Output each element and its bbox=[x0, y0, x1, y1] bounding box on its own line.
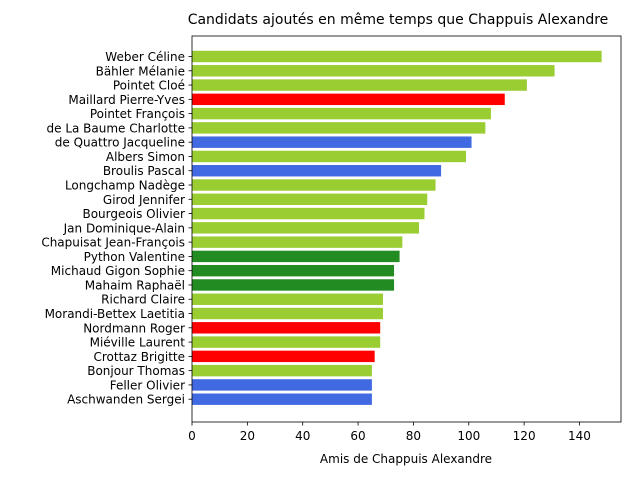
y-tick-label: Maillard Pierre-Yves bbox=[68, 93, 185, 107]
plot-frame bbox=[191, 35, 622, 423]
x-tick-label: 80 bbox=[406, 429, 421, 443]
y-tick-label: Miéville Laurent bbox=[90, 336, 186, 350]
bar bbox=[192, 165, 442, 177]
bar bbox=[192, 222, 419, 234]
bar bbox=[192, 279, 395, 291]
x-tick-label: 40 bbox=[295, 429, 310, 443]
bar bbox=[192, 350, 375, 363]
y-tick-label: Jan Dominique-Alain bbox=[63, 221, 185, 235]
bar bbox=[192, 179, 436, 191]
y-tick-label: Broulis Pascal bbox=[103, 164, 185, 178]
bar bbox=[192, 93, 505, 106]
y-tick-label: Pointet François bbox=[90, 107, 185, 121]
x-tick-label: 60 bbox=[350, 429, 365, 443]
bar bbox=[192, 136, 472, 148]
y-tick-label: Crottaz Brigitte bbox=[93, 350, 185, 364]
bar bbox=[192, 107, 491, 120]
bar bbox=[192, 50, 602, 63]
x-tick-label: 0 bbox=[188, 429, 196, 443]
y-tick-label: de Quattro Jacqueline bbox=[55, 136, 185, 150]
y-tick-label: de La Baume Charlotte bbox=[47, 121, 186, 135]
x-axis-label: Amis de Chappuis Alexandre bbox=[320, 452, 492, 466]
bar bbox=[192, 193, 428, 206]
bar bbox=[192, 207, 425, 220]
y-tick-label: Longchamp Nadège bbox=[65, 179, 185, 193]
bar bbox=[192, 307, 383, 320]
bar bbox=[192, 379, 372, 391]
bar bbox=[192, 65, 555, 77]
y-tick-label: Bonjour Thomas bbox=[87, 364, 185, 378]
y-tick-label: Michaud Gigon Sophie bbox=[51, 264, 185, 278]
bars-group bbox=[192, 50, 602, 405]
bar bbox=[192, 336, 381, 348]
y-tick-label: Bourgeois Olivier bbox=[82, 207, 185, 221]
y-tick-label: Pointet Cloé bbox=[113, 79, 185, 93]
bar bbox=[192, 79, 527, 91]
y-tick-label: Morandi-Bettex Laetitia bbox=[45, 307, 185, 321]
bar bbox=[192, 393, 372, 405]
y-tick-label: Aschwanden Sergei bbox=[67, 393, 185, 407]
y-tick-label: Weber Céline bbox=[105, 50, 185, 64]
x-tick-label: 100 bbox=[457, 429, 480, 443]
x-axis-ticks: 0 20 40 60 80 100 120 140 bbox=[188, 422, 591, 443]
y-tick-label: Albers Simon bbox=[106, 150, 185, 164]
y-tick-label: Bähler Mélanie bbox=[96, 64, 185, 78]
bar bbox=[192, 150, 467, 163]
y-tick-label: Chapuisat Jean-François bbox=[41, 236, 185, 250]
bar bbox=[192, 250, 400, 263]
x-tick-label: 120 bbox=[513, 429, 536, 443]
y-tick-label: Mahaim Raphaël bbox=[85, 278, 185, 292]
y-tick-label: Nordmann Roger bbox=[83, 321, 185, 335]
x-tick-label: 140 bbox=[568, 429, 591, 443]
bar bbox=[192, 364, 372, 377]
bar bbox=[192, 322, 381, 334]
bar bbox=[192, 236, 403, 248]
y-tick-label: Python Valentine bbox=[84, 250, 185, 264]
y-tick-label: Richard Claire bbox=[101, 293, 185, 307]
bar bbox=[192, 293, 383, 305]
bar bbox=[192, 122, 486, 134]
y-tick-label: Feller Olivier bbox=[110, 378, 185, 392]
y-tick-label: Girod Jennifer bbox=[103, 193, 185, 207]
x-tick-label: 20 bbox=[240, 429, 255, 443]
bar bbox=[192, 264, 395, 277]
chart-title: Candidats ajoutés en même temps que Chap… bbox=[188, 12, 609, 28]
